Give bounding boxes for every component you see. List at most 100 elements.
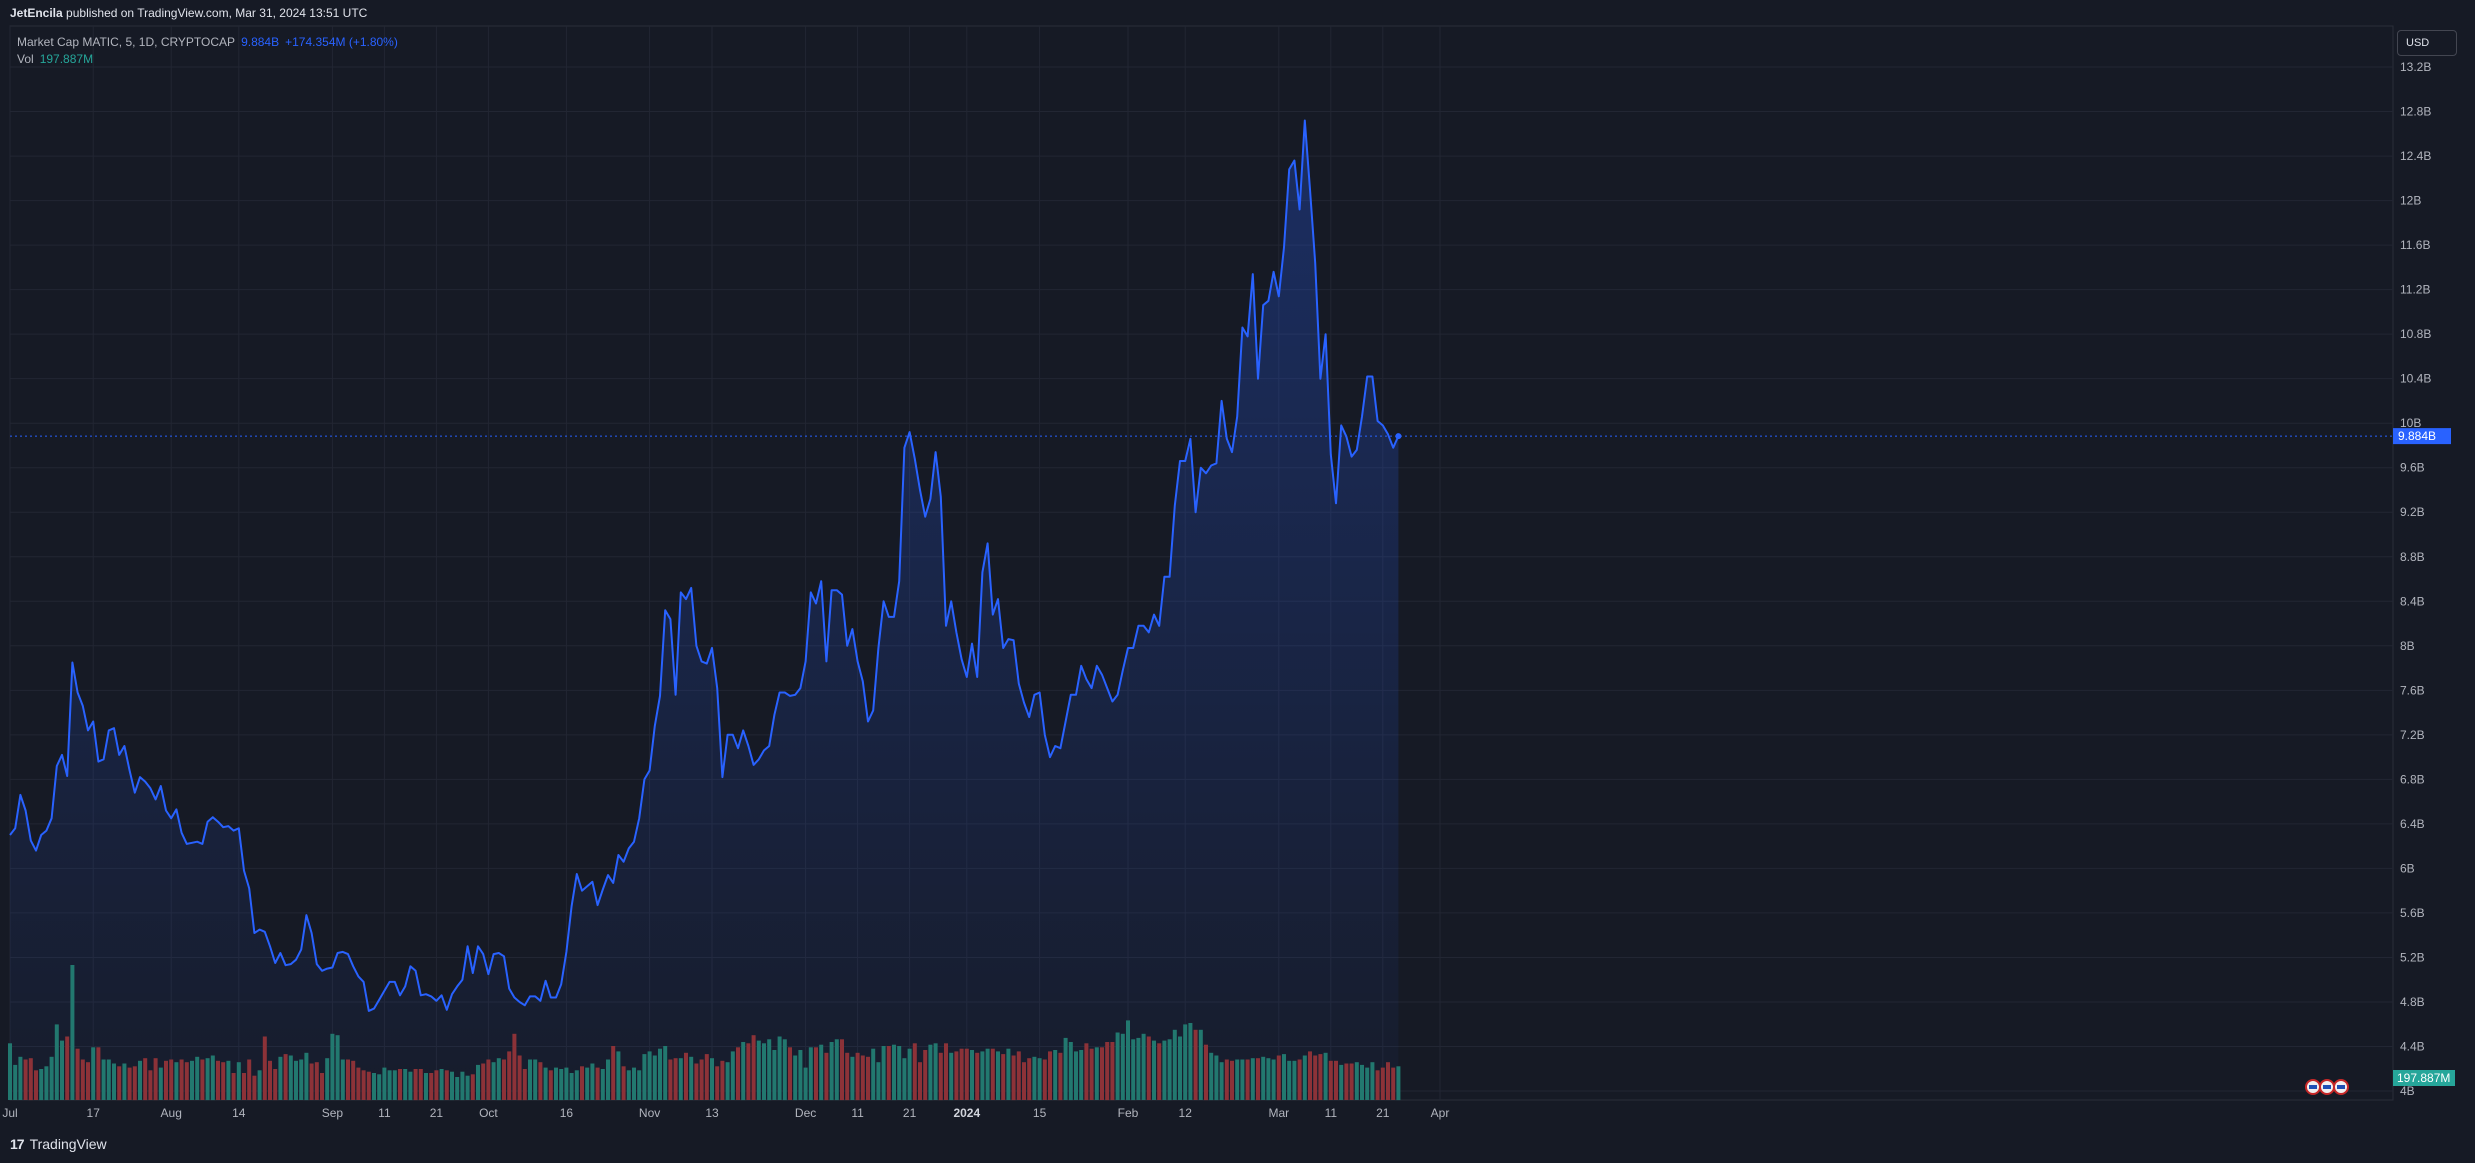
volume-bar: [283, 1054, 288, 1100]
volume-bar: [715, 1066, 720, 1101]
volume-bar: [746, 1043, 751, 1100]
volume-bar: [132, 1066, 137, 1101]
volume-bar: [158, 1067, 163, 1100]
volume-bar: [528, 1059, 532, 1100]
volume-bar: [179, 1059, 184, 1100]
x-tick-label: 11: [378, 1106, 391, 1120]
volume-bar: [533, 1059, 538, 1100]
volume-bar: [361, 1070, 366, 1100]
volume-bar: [1256, 1058, 1260, 1101]
legend-symbol: Market Cap MATIC, 5, 1D, CRYPTOCAP: [17, 35, 236, 49]
volume-bar: [725, 1062, 730, 1100]
volume-bar: [824, 1052, 829, 1101]
currency-button[interactable]: USD: [2397, 30, 2457, 56]
y-tick-label: 4B: [2400, 1084, 2415, 1098]
legend-value: 9.884B: [241, 35, 280, 49]
volume-bar: [1178, 1036, 1182, 1100]
y-tick-label: 9.6B: [2400, 461, 2425, 475]
volume-bar: [1094, 1047, 1099, 1100]
volume-bar: [148, 1070, 153, 1100]
volume-bar: [413, 1069, 418, 1101]
volume-bar: [356, 1067, 361, 1100]
volume-bar: [1209, 1052, 1214, 1101]
volume-bar: [335, 1035, 340, 1100]
volume-bar: [1037, 1058, 1042, 1101]
tradingview-brand[interactable]: TradingView: [29, 1136, 107, 1152]
volume-bar: [1370, 1062, 1375, 1100]
volume-bar: [444, 1070, 449, 1100]
volume-bar: [850, 1056, 855, 1100]
x-tick-label: 17: [87, 1106, 101, 1120]
market-cap-line: [9, 119, 1400, 1012]
market-cap-area: [10, 120, 1399, 1100]
y-tick-label: 11.6B: [2400, 238, 2430, 252]
x-tick-label: 11: [851, 1106, 864, 1120]
volume-bar: [236, 1062, 241, 1100]
volume-bar: [855, 1052, 860, 1101]
volume-bar: [782, 1039, 787, 1101]
y-tick-label: 10.4B: [2400, 372, 2431, 386]
volume-bar: [554, 1067, 558, 1100]
volume-bar: [1022, 1062, 1026, 1100]
volume-bar: [372, 1073, 376, 1100]
volume-bar: [762, 1043, 766, 1100]
volume-bar: [143, 1058, 148, 1101]
volume-bar: [195, 1056, 200, 1100]
volume-bar: [398, 1069, 402, 1101]
volume-bar: [314, 1062, 319, 1100]
volume-bar: [268, 1060, 272, 1100]
volume-bar: [96, 1047, 101, 1100]
volume-bar: [34, 1070, 38, 1100]
event-markers[interactable]: [2305, 1079, 2349, 1095]
volume-badge: [2393, 1070, 2455, 1086]
volume-bar: [944, 1043, 948, 1100]
volume-bar: [668, 1059, 673, 1100]
volume-bar: [1204, 1044, 1208, 1101]
volume-bar: [1261, 1056, 1266, 1100]
volume-bar: [507, 1051, 512, 1100]
volume-bar: [70, 965, 75, 1100]
volume-bar: [964, 1048, 969, 1100]
x-tick-label: 21: [903, 1106, 917, 1120]
y-tick-label: 4.4B: [2400, 1039, 2425, 1053]
volume-bar: [351, 1060, 356, 1100]
time-axis[interactable]: Jul 17 Aug 14 Sep 11 21 Oct 16 Nov 13 Dec 11 21 2024 15…: [2, 1106, 1449, 1120]
volume-bar: [382, 1067, 387, 1100]
x-tick-label: 13: [705, 1106, 719, 1120]
volume-bar: [252, 1075, 257, 1100]
volume-bar: [1188, 1023, 1193, 1100]
volume-bar: [1276, 1055, 1281, 1101]
volume-bar: [18, 1056, 23, 1100]
volume-bar: [1360, 1064, 1364, 1100]
y-tick-label: 6.4B: [2400, 817, 2425, 831]
volume-bar: [278, 1056, 283, 1100]
volume-bar: [294, 1060, 298, 1100]
volume-bar: [871, 1048, 876, 1100]
price-axis[interactable]: 4B 4.4B 4.8B 5.2B 5.6B 6B 6.4B 6.8B 7.2B 7.6B 8B 8.…: [2400, 60, 2431, 1098]
volume-bar: [470, 1074, 475, 1100]
volume-bar: [574, 1070, 579, 1100]
volume-bar: [496, 1058, 501, 1101]
volume-bar: [320, 1073, 324, 1100]
tradingview-logo-icon[interactable]: 17: [10, 1136, 25, 1152]
volume-bar: [897, 1046, 902, 1100]
x-tick-label: Aug: [161, 1106, 182, 1120]
volume-bar: [772, 1050, 777, 1100]
volume-bar: [1214, 1055, 1219, 1101]
volume-bar: [1089, 1048, 1094, 1100]
volume-bar: [949, 1052, 954, 1101]
volume-bar: [330, 1033, 335, 1100]
volume-bar: [106, 1059, 111, 1100]
x-tick-label: 12: [1179, 1106, 1193, 1120]
volume-bar: [684, 1052, 688, 1101]
volume-bar: [455, 1077, 460, 1100]
volume-bar: [694, 1063, 699, 1100]
volume-bar: [377, 1074, 382, 1100]
volume-bar: [1302, 1055, 1307, 1101]
volume-bar: [288, 1055, 293, 1101]
footer: 17 TradingView: [10, 1136, 107, 1152]
volume-bar: [1001, 1054, 1006, 1100]
volume-bar: [829, 1042, 834, 1101]
volume-bar: [1146, 1036, 1151, 1100]
